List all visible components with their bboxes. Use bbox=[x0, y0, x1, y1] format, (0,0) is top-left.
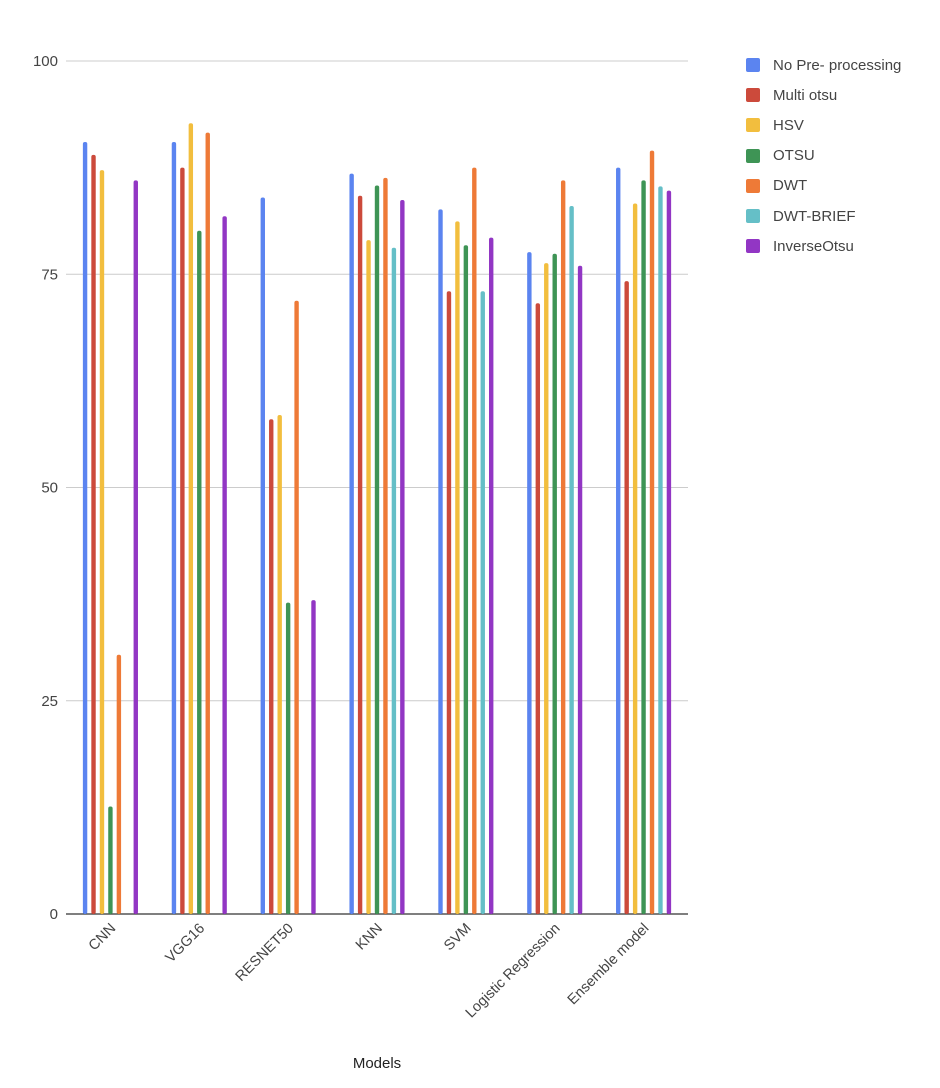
legend-swatch bbox=[746, 148, 760, 163]
bar bbox=[294, 300, 299, 914]
legend-swatch bbox=[746, 209, 760, 224]
legend: No Pre- processing Multi otsu HSV OTSU DWT DW… bbox=[746, 50, 901, 261]
bar bbox=[99, 170, 105, 914]
bar bbox=[171, 142, 177, 914]
legend-item: DWT bbox=[746, 171, 901, 201]
legend-label: HSV bbox=[773, 116, 804, 134]
bar bbox=[527, 252, 532, 914]
legend-label: Multi otsu bbox=[773, 86, 838, 104]
y-tick-label: 50 bbox=[41, 480, 58, 497]
x-axis-title: Models bbox=[352, 1055, 402, 1072]
bar bbox=[222, 216, 227, 915]
y-tick-label: 100 bbox=[33, 53, 58, 70]
x-tick-label: SVM bbox=[441, 921, 475, 955]
bar bbox=[544, 263, 549, 914]
bar bbox=[472, 167, 477, 914]
legend-label: OTSU bbox=[773, 147, 815, 165]
bars bbox=[82, 123, 672, 915]
bar bbox=[260, 197, 265, 915]
x-tick-label: CNN bbox=[86, 921, 120, 955]
bar bbox=[480, 291, 485, 914]
bar bbox=[455, 221, 460, 914]
bar bbox=[349, 173, 354, 914]
legend-item: No Pre- processing bbox=[746, 50, 901, 80]
bar bbox=[446, 291, 452, 914]
bar bbox=[269, 419, 274, 914]
legend-item: HSV bbox=[746, 110, 901, 140]
legend-swatch bbox=[746, 58, 760, 73]
bar bbox=[438, 209, 443, 914]
legend-label: DWT bbox=[773, 177, 808, 195]
x-tick-label: RESNET50 bbox=[233, 921, 297, 985]
x-tick-label: VGG16 bbox=[163, 921, 209, 967]
bar bbox=[658, 186, 663, 915]
legend-label: DWT-BRIEF bbox=[773, 207, 856, 225]
bar bbox=[616, 167, 621, 914]
bar bbox=[374, 185, 380, 915]
x-tick-label: Logistic Regression bbox=[463, 921, 564, 1022]
bar bbox=[91, 154, 96, 914]
bar bbox=[577, 265, 583, 915]
y-tick-label: 25 bbox=[41, 693, 58, 710]
bar bbox=[133, 180, 138, 915]
bar bbox=[666, 190, 672, 914]
bar bbox=[489, 237, 494, 915]
legend-label: No Pre- processing bbox=[773, 56, 902, 74]
legend-item: DWT-BRIEF bbox=[746, 201, 901, 231]
legend-item: OTSU bbox=[746, 141, 901, 171]
legend-swatch bbox=[746, 88, 760, 103]
bar bbox=[108, 806, 113, 914]
bar bbox=[383, 177, 388, 915]
legend-swatch bbox=[746, 118, 760, 133]
bar bbox=[391, 247, 397, 914]
legend-swatch bbox=[746, 239, 760, 254]
x-tick-label: KNN bbox=[353, 921, 386, 954]
bar bbox=[116, 654, 122, 914]
bar bbox=[463, 245, 469, 915]
bar bbox=[277, 414, 282, 914]
bar bbox=[641, 180, 646, 915]
legend-swatch bbox=[746, 178, 760, 193]
bar bbox=[366, 240, 371, 914]
bar bbox=[624, 281, 629, 915]
bar bbox=[560, 180, 566, 915]
legend-item: Multi otsu bbox=[746, 80, 901, 110]
legend-label: InverseOtsu bbox=[773, 237, 854, 255]
bar bbox=[357, 195, 363, 915]
bar bbox=[569, 206, 574, 914]
bar bbox=[285, 602, 291, 914]
bar bbox=[632, 203, 638, 915]
legend-item: InverseOtsu bbox=[746, 231, 901, 261]
y-tick-label: 75 bbox=[41, 266, 58, 283]
bar bbox=[180, 167, 185, 914]
x-tick-label: Ensemble model bbox=[565, 921, 653, 1009]
bar bbox=[535, 303, 541, 914]
bar bbox=[197, 230, 202, 914]
y-axis-ticks: 0 25 50 75 100 bbox=[33, 53, 58, 923]
bar bbox=[311, 600, 316, 914]
bar bbox=[649, 150, 655, 914]
bar bbox=[552, 253, 557, 914]
bar bbox=[82, 142, 88, 914]
y-tick-label: 0 bbox=[50, 906, 58, 923]
bar bbox=[205, 132, 210, 915]
bar bbox=[188, 123, 194, 915]
bar bbox=[400, 200, 405, 914]
